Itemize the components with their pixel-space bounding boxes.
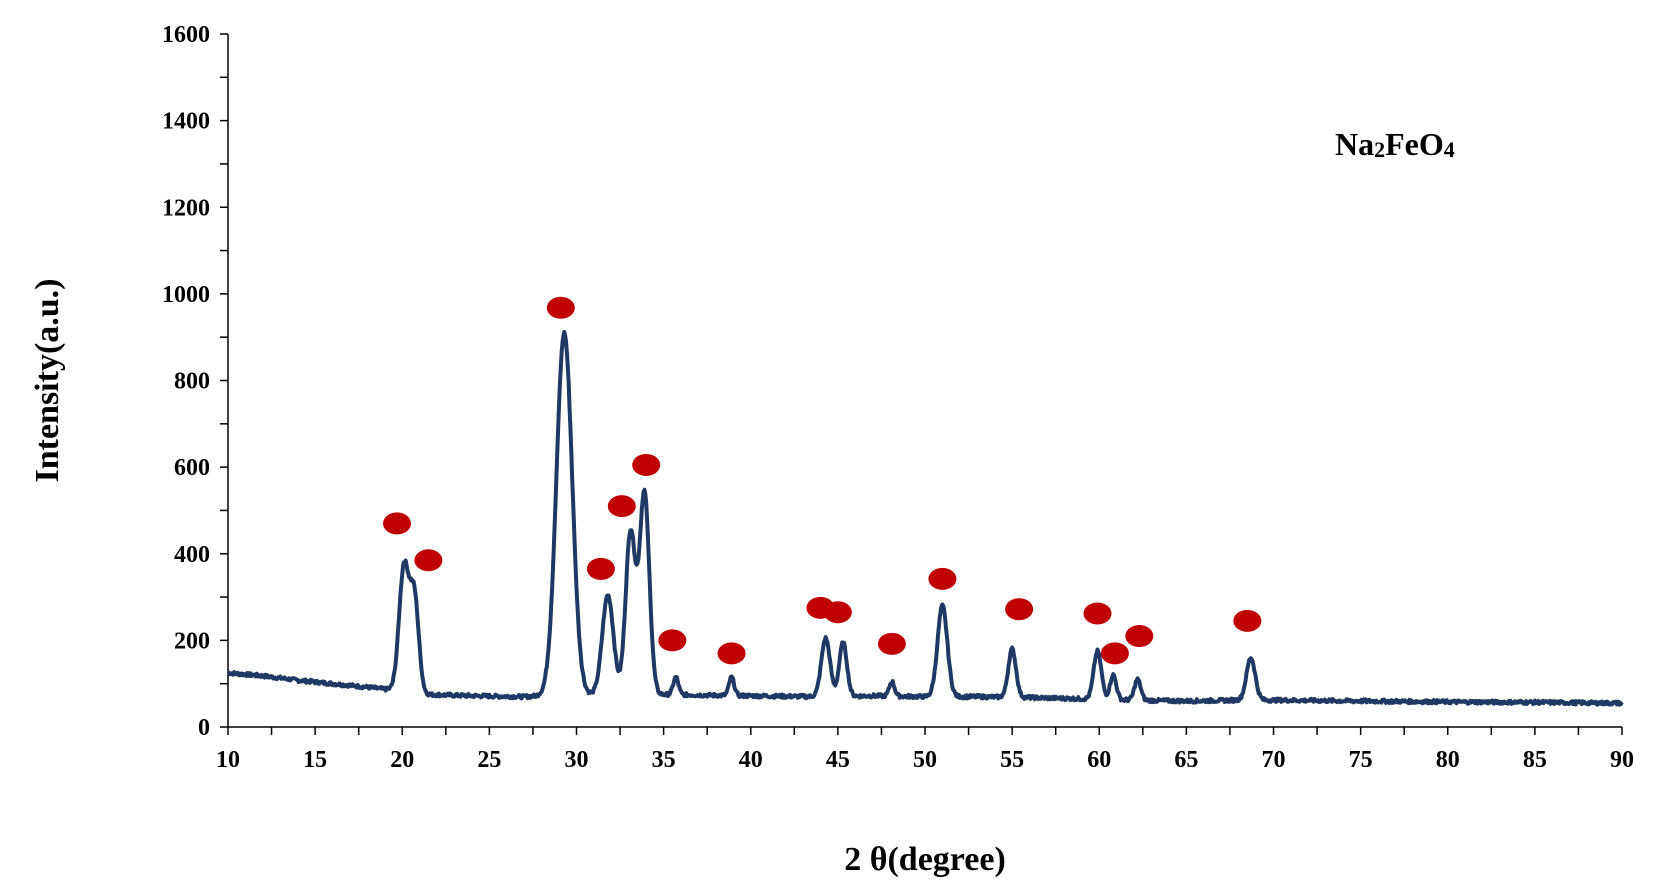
x-tick-label: 60 bbox=[1087, 747, 1111, 773]
peak-marker bbox=[1125, 625, 1154, 648]
peak-marker bbox=[1005, 598, 1034, 621]
peak-marker bbox=[414, 549, 443, 572]
peak-marker bbox=[1233, 609, 1262, 632]
x-tick-label: 40 bbox=[739, 747, 763, 773]
peak-marker bbox=[546, 296, 575, 319]
peak-marker bbox=[632, 453, 661, 476]
peak-markers bbox=[383, 296, 1262, 665]
axes: 0 200 400 600 800 1000 1200 1400 1600 10 15 20 25 30… bbox=[162, 22, 1634, 773]
x-tick-label: 45 bbox=[826, 747, 850, 773]
x-tick-label: 65 bbox=[1174, 747, 1198, 773]
peak-marker bbox=[658, 629, 687, 652]
peak-marker bbox=[1100, 642, 1129, 665]
y-tick-label: 800 bbox=[174, 369, 210, 395]
xrd-pattern-line bbox=[226, 329, 1624, 707]
y-tick-label: 1200 bbox=[162, 195, 210, 221]
x-tick-label: 10 bbox=[216, 747, 240, 773]
peak-marker bbox=[823, 601, 852, 624]
y-tick-label: 1000 bbox=[162, 282, 210, 308]
x-tick-label: 85 bbox=[1523, 747, 1547, 773]
x-tick-label: 80 bbox=[1436, 747, 1460, 773]
peak-marker bbox=[607, 495, 636, 518]
y-tick-label: 400 bbox=[174, 542, 210, 568]
peak-marker bbox=[1083, 602, 1112, 625]
y-tick-label: 200 bbox=[174, 628, 210, 654]
x-tick-label: 35 bbox=[652, 747, 676, 773]
y-tick-label: 0 bbox=[198, 715, 210, 741]
y-tick-label: 600 bbox=[174, 455, 210, 481]
peak-marker bbox=[877, 632, 906, 655]
x-tick-label: 15 bbox=[303, 747, 327, 773]
x-tick-label: 20 bbox=[390, 747, 414, 773]
peak-marker bbox=[586, 557, 615, 580]
y-axis-title: Intensity(a.u.) bbox=[29, 278, 66, 482]
y-tick-label: 1400 bbox=[162, 109, 210, 135]
x-tick-label: 90 bbox=[1610, 747, 1634, 773]
x-tick-label: 50 bbox=[913, 747, 937, 773]
x-tick-label: 75 bbox=[1349, 747, 1373, 773]
x-tick-label: 25 bbox=[477, 747, 501, 773]
x-ticks: 10 15 20 25 30 35 40 45 50 55 60 65 70 75 80 85 90 bbox=[216, 727, 1634, 773]
peak-marker bbox=[928, 567, 957, 590]
x-tick-label: 70 bbox=[1262, 747, 1286, 773]
peak-marker bbox=[383, 512, 412, 535]
peak-marker bbox=[717, 642, 746, 665]
x-tick-label: 55 bbox=[1000, 747, 1024, 773]
x-tick-label: 30 bbox=[565, 747, 589, 773]
x-axis-title: 2 θ(degree) bbox=[844, 841, 1006, 878]
y-ticks: 0 200 400 600 800 1000 1200 1400 1600 bbox=[162, 22, 228, 741]
compound-label: Na2FeO4 bbox=[1335, 126, 1455, 162]
y-tick-label: 1600 bbox=[162, 22, 210, 48]
